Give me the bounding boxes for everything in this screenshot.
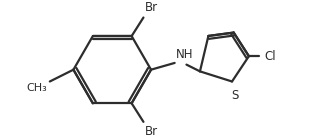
Text: Cl: Cl <box>264 50 276 63</box>
Text: Br: Br <box>145 1 158 14</box>
Text: Br: Br <box>145 125 158 138</box>
Text: S: S <box>231 89 238 102</box>
Text: CH₃: CH₃ <box>27 83 47 93</box>
Text: NH: NH <box>176 48 193 61</box>
